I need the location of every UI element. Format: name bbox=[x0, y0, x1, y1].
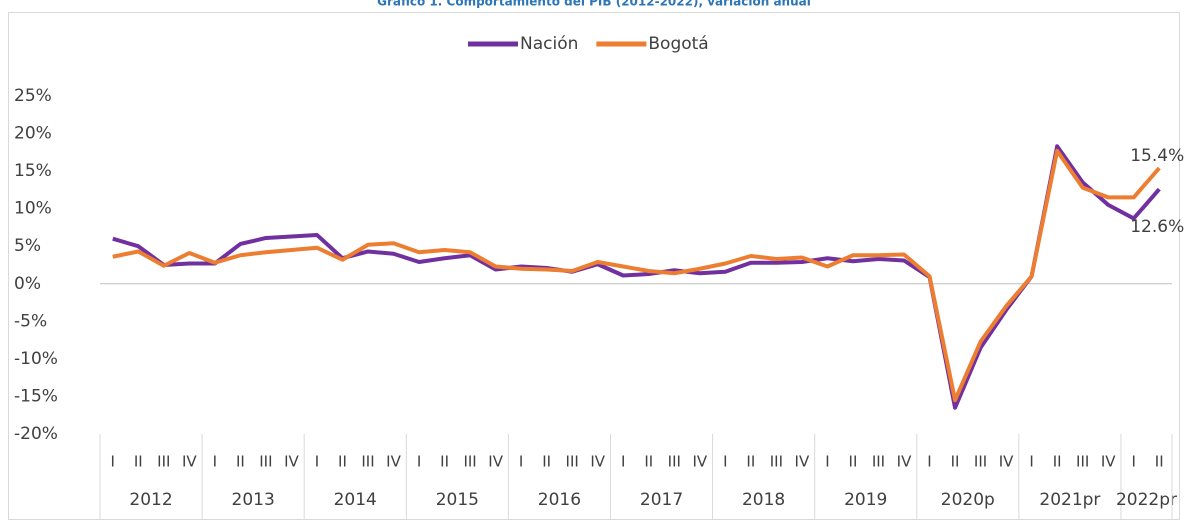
x-tick-label: III bbox=[872, 453, 885, 471]
x-tick-label: I bbox=[1131, 453, 1135, 471]
x-tick-label: II bbox=[1053, 453, 1062, 471]
x-group-label: 2019 bbox=[844, 490, 887, 510]
x-tick-label: IV bbox=[897, 453, 912, 471]
series-line bbox=[112, 148, 1161, 403]
x-group-label: 2012 bbox=[129, 490, 172, 510]
x-tick-label: IV bbox=[182, 453, 197, 471]
x-tick-label: III bbox=[361, 453, 374, 471]
x-tick-label: IV bbox=[999, 453, 1014, 471]
x-tick-label: I bbox=[519, 453, 523, 471]
x-tick-label: I bbox=[927, 453, 931, 471]
x-tick-label: IV bbox=[692, 453, 707, 471]
x-tick-label: IV bbox=[590, 453, 605, 471]
x-tick-label: IV bbox=[488, 453, 503, 471]
x-tick-label: II bbox=[746, 453, 755, 471]
legend-label: Bogotá bbox=[648, 34, 708, 54]
x-tick-label: II bbox=[134, 453, 143, 471]
x-tick-label: II bbox=[338, 453, 347, 471]
x-tick-label: III bbox=[770, 453, 783, 471]
x-tick-label: III bbox=[259, 453, 272, 471]
x-tick-label: I bbox=[213, 453, 217, 471]
x-tick-label: II bbox=[1155, 453, 1164, 471]
x-group-label: 2021pr bbox=[1039, 490, 1100, 510]
y-tick-label: -10% bbox=[14, 349, 58, 369]
y-tick-label: 20% bbox=[14, 124, 52, 144]
x-tick-label: I bbox=[723, 453, 727, 471]
x-tick-label: III bbox=[1076, 453, 1089, 471]
x-group-label: 2015 bbox=[436, 490, 479, 510]
y-tick-label: 25% bbox=[14, 86, 52, 106]
x-tick-label: III bbox=[668, 453, 681, 471]
x-tick-label: II bbox=[849, 453, 858, 471]
x-tick-label: III bbox=[974, 453, 987, 471]
x-tick-label: IV bbox=[386, 453, 401, 471]
y-tick-label: -15% bbox=[14, 386, 58, 406]
data-label: 12.6% bbox=[1130, 217, 1184, 237]
x-group-label: 2017 bbox=[640, 490, 683, 510]
chart-title: Gráfico 1. Comportamiento del PIB (2012-… bbox=[377, 0, 811, 9]
x-tick-label: IV bbox=[795, 453, 810, 471]
x-tick-label: I bbox=[825, 453, 829, 471]
x-tick-label: III bbox=[566, 453, 579, 471]
x-tick-label: I bbox=[315, 453, 319, 471]
x-group-label: 2016 bbox=[538, 490, 581, 510]
x-tick-label: II bbox=[440, 453, 449, 471]
y-tick-label: 0% bbox=[14, 274, 41, 294]
x-tick-label: II bbox=[542, 453, 551, 471]
y-tick-label: -5% bbox=[14, 311, 47, 331]
x-group-label: 2014 bbox=[334, 490, 377, 510]
x-group-label: 2018 bbox=[742, 490, 785, 510]
x-group-label: 2013 bbox=[232, 490, 275, 510]
x-tick-label: II bbox=[236, 453, 245, 471]
x-group-label: 2022pr bbox=[1116, 490, 1177, 510]
x-tick-label: III bbox=[157, 453, 170, 471]
x-tick-label: IV bbox=[284, 453, 299, 471]
x-tick-label: II bbox=[951, 453, 960, 471]
x-tick-label: I bbox=[1029, 453, 1033, 471]
series-line bbox=[112, 144, 1161, 410]
x-tick-label: I bbox=[621, 453, 625, 471]
chart-frame bbox=[8, 12, 1180, 520]
y-tick-label: 15% bbox=[14, 161, 52, 181]
x-tick-label: III bbox=[463, 453, 476, 471]
y-tick-label: -20% bbox=[14, 424, 58, 444]
x-tick-label: II bbox=[644, 453, 653, 471]
x-tick-label: IV bbox=[1101, 453, 1116, 471]
legend-label: Nación bbox=[520, 34, 578, 54]
x-tick-label: I bbox=[111, 453, 115, 471]
y-tick-label: 5% bbox=[14, 236, 41, 256]
data-label: 15.4% bbox=[1130, 146, 1184, 166]
x-group-label: 2020p bbox=[941, 490, 995, 510]
y-tick-label: 10% bbox=[14, 199, 52, 219]
x-tick-label: I bbox=[417, 453, 421, 471]
